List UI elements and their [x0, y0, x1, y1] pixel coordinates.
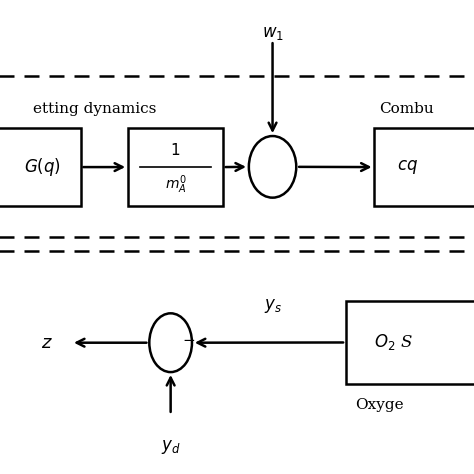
Text: Oxyge: Oxyge: [356, 398, 404, 412]
Text: $1$: $1$: [170, 143, 181, 158]
Text: del: del: [379, 135, 403, 149]
Text: etting dynamics: etting dynamics: [33, 102, 156, 116]
Bar: [128, 128, 223, 206]
Text: $w_1$: $w_1$: [262, 25, 283, 42]
Bar: [0, 128, 81, 206]
Text: Combu: Combu: [379, 102, 434, 116]
Text: $cq$: $cq$: [397, 158, 418, 176]
Bar: [374, 128, 474, 206]
Text: $G(q)$: $G(q)$: [24, 156, 61, 178]
Text: $y_d$: $y_d$: [161, 438, 181, 456]
Text: $z$: $z$: [42, 334, 53, 352]
Text: $m_A^0$: $m_A^0$: [164, 174, 186, 196]
Text: $O_2$ S: $O_2$ S: [374, 332, 413, 353]
Text: $y_s$: $y_s$: [264, 297, 282, 315]
Bar: [346, 301, 474, 384]
Text: $-$: $-$: [182, 332, 195, 346]
